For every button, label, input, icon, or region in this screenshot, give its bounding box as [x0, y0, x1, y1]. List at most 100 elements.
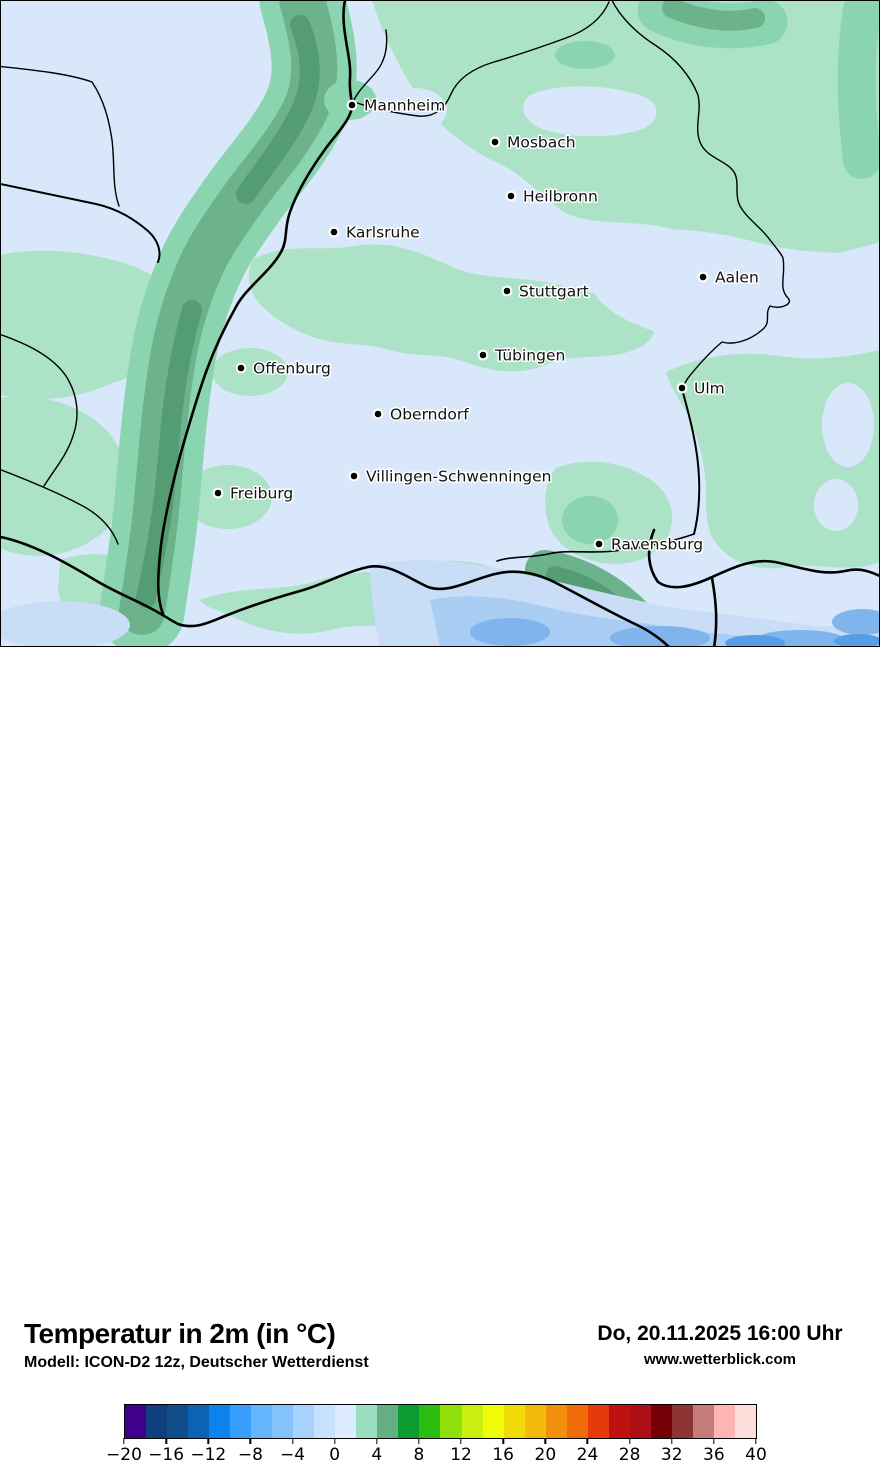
colorbar-tick-label: 32	[660, 1445, 683, 1465]
colorbar-tick-label: −20	[106, 1445, 142, 1465]
city-label: Karlsruhe	[346, 224, 420, 242]
city-label: Ulm	[694, 380, 725, 398]
website-label: www.wetterblick.com	[644, 1351, 796, 1368]
city-dot	[503, 287, 511, 295]
region-green-freiburg-east	[184, 465, 272, 529]
colorbar-tick-mark	[755, 1438, 757, 1444]
colorbar-segment	[146, 1405, 168, 1438]
city-dot	[348, 101, 356, 109]
colorbar-tick-label: −8	[237, 1445, 263, 1465]
colorbar-segment	[503, 1405, 525, 1438]
city-marker-group: Stuttgart	[501, 281, 590, 302]
region-green-central	[248, 244, 655, 372]
country-border-switzerland	[0, 535, 671, 647]
colorbar-tick-label: 4	[371, 1445, 383, 1465]
city-dot	[330, 228, 338, 236]
region-green-offenburg	[212, 348, 288, 396]
colorbar-segment	[314, 1405, 336, 1438]
colorbar-tick-label: 0	[329, 1445, 341, 1465]
city-marker-group: Oberndorf	[372, 404, 471, 425]
colorbar-tick-mark	[460, 1438, 462, 1444]
colorbar-segment	[461, 1405, 483, 1438]
colorbar-segment	[167, 1405, 189, 1438]
colorbar-segment	[230, 1405, 252, 1438]
colorbar-segment	[251, 1405, 273, 1438]
city-label: Aalen	[715, 269, 759, 287]
city-label: Heilbronn	[523, 188, 598, 206]
colorbar-tick-label: 20	[534, 1445, 557, 1465]
temperature-map: Mannheim Mosbach Heilbronn Karlsruhe Stuttga…	[0, 0, 880, 647]
colorbar-segment	[125, 1405, 147, 1438]
colorbar-tick-mark	[418, 1438, 420, 1444]
colorbar-tick-label: 12	[450, 1445, 472, 1465]
colorbar-tick-mark	[376, 1438, 378, 1444]
colorbar-tick-mark	[165, 1438, 167, 1444]
colorbar-segment	[650, 1405, 672, 1438]
colorbar-segment	[482, 1405, 504, 1438]
city-label: Mosbach	[507, 134, 576, 152]
temperature-field-layer	[0, 0, 880, 647]
city-dot	[699, 273, 707, 281]
state-border-mannheim-north	[351, 29, 388, 105]
colorbar-segment	[734, 1405, 756, 1438]
map-canvas: Mannheim Mosbach Heilbronn Karlsruhe Stuttga…	[0, 0, 880, 647]
city-marker-group: Karlsruhe	[328, 222, 421, 243]
state-border-southwest-1	[0, 333, 78, 487]
colorbar-segment	[377, 1405, 399, 1438]
colorbar-tick-mark	[123, 1438, 125, 1444]
city-marker-group: Freiburg	[212, 483, 295, 504]
city-marker-group: Ulm	[676, 378, 726, 399]
country-border-austria	[647, 528, 880, 589]
colorbar-segment	[272, 1405, 294, 1438]
colorbar-segment	[419, 1405, 441, 1438]
colorbar-tick-label: 36	[703, 1445, 725, 1465]
city-label: Freiburg	[230, 485, 293, 503]
colorbar-segment	[692, 1405, 714, 1438]
colorbar-tick-mark	[713, 1438, 715, 1444]
colorbar-tick-label: 28	[618, 1445, 641, 1465]
state-border-southwest-2	[0, 468, 119, 545]
city-marker-group: Heilbronn	[505, 186, 599, 207]
colorbar-tick-mark	[207, 1438, 209, 1444]
city-marker-layer: Mannheim Mosbach Heilbronn Karlsruhe Stuttga…	[212, 95, 760, 555]
city-marker-group: Aalen	[697, 267, 760, 288]
city-label: Stuttgart	[519, 283, 589, 301]
model-subtitle: Modell: ICON-D2 12z, Deutscher Wetterdie…	[24, 1354, 369, 1371]
city-dot	[595, 540, 603, 548]
region-greenmid-speckle-2	[562, 496, 618, 544]
footer-panel: Temperatur in 2m (in °C) Modell: ICON-D2…	[0, 647, 880, 1465]
colorbar-tick-label: 40	[745, 1445, 767, 1465]
colorbar-tick-mark	[502, 1438, 504, 1444]
colorbar-tick-mark	[249, 1438, 252, 1444]
city-marker-group: Mannheim	[346, 95, 447, 116]
city-dot	[237, 364, 245, 372]
colorbar-segment	[356, 1405, 378, 1438]
region-cold-3	[470, 618, 550, 646]
colorbar	[124, 1404, 757, 1439]
colorbar-segment	[587, 1405, 609, 1438]
region-blue-east-edge-2	[814, 479, 858, 531]
colorbar-tick-mark	[628, 1438, 631, 1444]
region-warm-northeast-core	[662, 0, 765, 31]
colorbar-tick-label: −16	[148, 1445, 185, 1465]
city-label: Mannheim	[364, 97, 445, 115]
colorbar-segment	[209, 1405, 231, 1438]
region-cold-9	[0, 601, 130, 647]
region-blue-aalen	[587, 229, 880, 342]
city-marker-group: Tübingen	[477, 345, 567, 366]
region-warm-east-strip	[837, 0, 880, 179]
colorbar-segment	[566, 1405, 588, 1438]
city-dot	[374, 410, 382, 418]
colorbar-tick-label: −12	[190, 1445, 227, 1465]
city-dot	[214, 489, 222, 497]
colorbar-tick-mark	[544, 1438, 547, 1444]
colorbar-segment	[608, 1405, 630, 1438]
region-blue-mosbach-north	[523, 86, 657, 137]
region-cold-4	[610, 626, 710, 647]
colorbar-tick-label: 8	[413, 1445, 425, 1465]
colorbar-tick-mark	[671, 1438, 673, 1444]
city-dot	[507, 192, 515, 200]
colorbar-tick-label: 24	[576, 1445, 599, 1465]
city-label: Oberndorf	[390, 406, 469, 424]
